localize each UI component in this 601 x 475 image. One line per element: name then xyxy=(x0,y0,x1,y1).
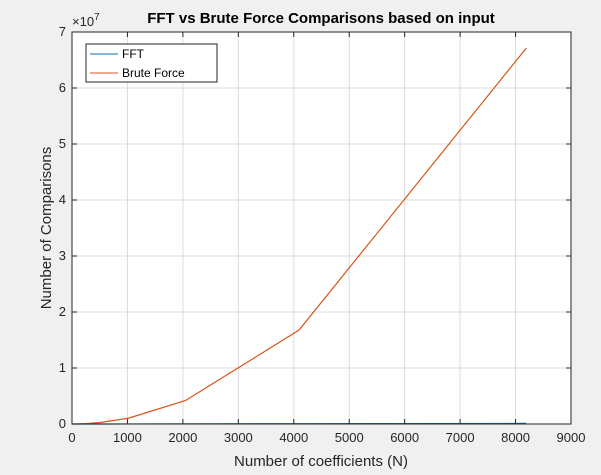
x-tick-label: 9000 xyxy=(557,430,586,445)
x-tick-label: 2000 xyxy=(168,430,197,445)
y-tick-label: 5 xyxy=(59,136,66,151)
legend-label-fft: FFT xyxy=(122,47,145,61)
y-tick-labels: 0 1 2 3 4 5 6 7 xyxy=(59,24,66,431)
grid xyxy=(72,32,571,424)
x-tick-label: 6000 xyxy=(390,430,419,445)
ticks xyxy=(71,31,572,425)
x-tick-label: 8000 xyxy=(501,430,530,445)
y-tick-label: 3 xyxy=(59,248,66,263)
x-tick-labels: 0 1000 2000 3000 4000 5000 6000 7000 8000 9000 xyxy=(68,430,585,445)
y-tick-label: 2 xyxy=(59,304,66,319)
y-tick-label: 6 xyxy=(59,80,66,95)
x-tick-label: 4000 xyxy=(279,430,308,445)
x-axis-label: Number of coefficients (N) xyxy=(234,453,408,470)
x-tick-label: 3000 xyxy=(224,430,253,445)
x-tick-label: 7000 xyxy=(446,430,475,445)
plot-area xyxy=(72,32,571,424)
chart-title: FFT vs Brute Force Comparisons based on … xyxy=(147,10,495,27)
axes-box xyxy=(71,31,572,425)
legend: FFT Brute Force xyxy=(85,43,218,83)
y-tick-label: 4 xyxy=(59,192,66,207)
legend-box xyxy=(85,43,218,83)
y-exponent-base: ×10 xyxy=(72,14,94,29)
y-tick-label: 0 xyxy=(59,416,66,431)
y-tick-label: 7 xyxy=(59,24,66,39)
y-axis-label: Number of Comparisons xyxy=(38,147,55,310)
x-tick-label: 1000 xyxy=(113,430,142,445)
y-exponent-power: 7 xyxy=(94,12,100,23)
y-tick-label: 1 xyxy=(59,360,66,375)
legend-label-brute-force: Brute Force xyxy=(122,66,185,80)
x-tick-label: 5000 xyxy=(335,430,364,445)
x-tick-label: 0 xyxy=(68,430,75,445)
y-exponent: ×107 xyxy=(72,12,100,29)
